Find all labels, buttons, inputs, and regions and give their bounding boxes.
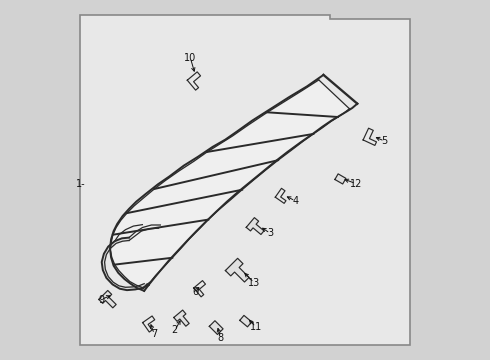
Polygon shape xyxy=(225,258,249,282)
Text: 7: 7 xyxy=(151,329,157,339)
Polygon shape xyxy=(102,238,148,290)
Polygon shape xyxy=(99,291,116,308)
Text: 11: 11 xyxy=(250,322,262,332)
Polygon shape xyxy=(363,128,376,145)
Polygon shape xyxy=(246,218,264,234)
Polygon shape xyxy=(275,188,286,203)
Polygon shape xyxy=(110,80,349,288)
Polygon shape xyxy=(187,72,200,90)
Polygon shape xyxy=(80,15,410,345)
Polygon shape xyxy=(240,315,252,327)
Text: 2: 2 xyxy=(172,325,178,336)
Text: 4: 4 xyxy=(293,196,298,206)
Text: 3: 3 xyxy=(267,228,273,238)
Text: 13: 13 xyxy=(248,278,260,288)
Text: 5: 5 xyxy=(382,136,388,146)
Text: 9: 9 xyxy=(98,294,104,305)
Polygon shape xyxy=(143,316,155,332)
Polygon shape xyxy=(335,174,346,184)
Polygon shape xyxy=(147,104,357,285)
Polygon shape xyxy=(110,75,323,291)
Text: 1-: 1- xyxy=(76,179,85,189)
Text: 10: 10 xyxy=(184,53,196,63)
Text: 8: 8 xyxy=(218,333,223,343)
Polygon shape xyxy=(174,310,189,326)
Polygon shape xyxy=(194,280,205,297)
Text: 6: 6 xyxy=(192,287,198,297)
Text: 12: 12 xyxy=(350,179,362,189)
Polygon shape xyxy=(209,321,223,334)
